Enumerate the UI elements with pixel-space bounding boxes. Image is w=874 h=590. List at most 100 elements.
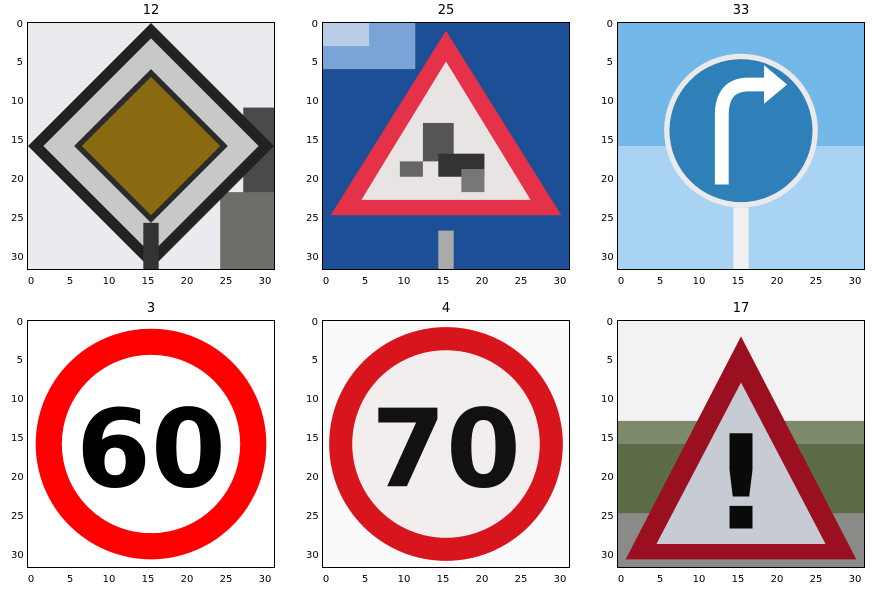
panel-title: 17 xyxy=(732,301,750,316)
panel-title: 25 xyxy=(437,3,455,18)
image-axes: 70 xyxy=(322,320,570,568)
y-tick: 15 xyxy=(306,433,319,444)
panel-12: 12 0 5 10 15 20 25 30 0 5 10 15 20 25 30 xyxy=(11,3,275,287)
sign-text: 70 xyxy=(371,387,521,512)
y-tick: 25 xyxy=(306,511,319,522)
y-tick: 10 xyxy=(306,394,319,405)
general-caution-sign-image: ! xyxy=(618,321,864,567)
x-tick: 5 xyxy=(66,276,74,287)
y-tick: 20 xyxy=(306,174,319,185)
y-tick: 15 xyxy=(601,135,614,146)
y-tick: 25 xyxy=(11,511,24,522)
y-tick: 10 xyxy=(11,96,24,107)
image-axes: ! xyxy=(617,320,865,568)
sign-text: ! xyxy=(711,408,771,560)
x-tick: 0 xyxy=(617,276,625,287)
x-tick: 20 xyxy=(180,276,194,287)
y-tick: 25 xyxy=(601,511,614,522)
y-tick: 5 xyxy=(311,57,318,68)
panel-title: 3 xyxy=(146,301,156,316)
x-tick: 0 xyxy=(27,574,35,585)
x-tick: 0 xyxy=(27,276,35,287)
x-tick: 5 xyxy=(361,574,369,585)
y-tick: 15 xyxy=(306,135,319,146)
y-tick: 30 xyxy=(601,550,614,561)
y-tick: 5 xyxy=(311,355,318,366)
x-tick: 15 xyxy=(436,574,450,585)
x-tick: 0 xyxy=(322,276,330,287)
x-tick: 30 xyxy=(258,574,272,585)
y-tick: 20 xyxy=(11,472,24,483)
turn-right-ahead-sign-image xyxy=(618,23,864,269)
y-tick: 20 xyxy=(601,472,614,483)
panel-33: 33 0 5 10 15 20 25 30 0 5 10 15 20 25 30 xyxy=(601,3,865,287)
image-axes xyxy=(27,22,275,270)
y-tick: 15 xyxy=(11,433,24,444)
panel-25: 25 0 5 10 15 20 25 30 0 5 10 15 20 25 30 xyxy=(306,3,570,287)
x-tick: 25 xyxy=(219,574,233,585)
panel-title: 33 xyxy=(732,3,750,18)
speed-limit-60-sign-image: 60 xyxy=(28,321,274,567)
x-tick: 15 xyxy=(731,276,745,287)
x-tick: 30 xyxy=(848,574,862,585)
y-tick: 0 xyxy=(606,19,613,30)
y-tick: 30 xyxy=(11,550,24,561)
y-tick: 15 xyxy=(601,433,614,444)
x-tick: 0 xyxy=(617,574,625,585)
y-tick: 5 xyxy=(606,355,613,366)
panel-4: 4 70 0 5 10 15 20 25 30 0 5 10 15 20 25 … xyxy=(306,301,570,585)
y-tick: 30 xyxy=(306,550,319,561)
x-tick: 30 xyxy=(553,574,567,585)
y-tick: 10 xyxy=(601,394,614,405)
x-tick: 15 xyxy=(731,574,745,585)
x-tick: 15 xyxy=(436,276,450,287)
y-tick: 0 xyxy=(16,317,23,328)
panel-3: 3 60 0 5 10 15 20 25 30 0 5 10 15 20 25 … xyxy=(11,301,275,585)
x-tick: 5 xyxy=(361,276,369,287)
x-tick: 10 xyxy=(692,574,706,585)
y-tick: 25 xyxy=(306,213,319,224)
x-tick: 20 xyxy=(770,574,784,585)
x-tick: 20 xyxy=(770,276,784,287)
y-tick: 30 xyxy=(306,252,319,263)
y-tick: 5 xyxy=(16,355,23,366)
y-tick: 25 xyxy=(601,213,614,224)
y-tick: 5 xyxy=(16,57,23,68)
x-tick: 20 xyxy=(180,574,194,585)
y-tick: 0 xyxy=(311,19,318,30)
x-tick: 30 xyxy=(848,276,862,287)
y-tick: 20 xyxy=(601,174,614,185)
panel-title: 4 xyxy=(441,301,451,316)
y-tick: 0 xyxy=(311,317,318,328)
y-tick: 5 xyxy=(606,57,613,68)
sign-text: 60 xyxy=(76,387,226,512)
image-axes xyxy=(617,22,865,270)
x-tick: 25 xyxy=(514,276,528,287)
x-tick: 25 xyxy=(809,276,823,287)
x-tick: 0 xyxy=(322,574,330,585)
image-axes: 60 xyxy=(27,320,275,568)
x-tick: 15 xyxy=(141,574,155,585)
y-tick: 30 xyxy=(11,252,24,263)
x-tick: 25 xyxy=(219,276,233,287)
x-tick: 5 xyxy=(66,574,74,585)
y-tick: 10 xyxy=(306,96,319,107)
x-tick: 25 xyxy=(809,574,823,585)
y-tick: 10 xyxy=(11,394,24,405)
y-tick: 10 xyxy=(601,96,614,107)
y-tick: 15 xyxy=(11,135,24,146)
y-tick: 0 xyxy=(606,317,613,328)
x-tick: 5 xyxy=(656,574,664,585)
y-tick: 20 xyxy=(306,472,319,483)
y-tick: 30 xyxy=(601,252,614,263)
x-tick: 10 xyxy=(397,574,411,585)
panel-17: 17 ! 0 5 10 15 20 25 30 0 5 10 15 20 25 … xyxy=(601,301,865,585)
x-tick: 30 xyxy=(553,276,567,287)
x-tick: 25 xyxy=(514,574,528,585)
x-tick: 20 xyxy=(475,276,489,287)
x-tick: 30 xyxy=(258,276,272,287)
priority-road-sign-image xyxy=(28,23,274,269)
y-tick: 25 xyxy=(11,213,24,224)
x-tick: 5 xyxy=(656,276,664,287)
x-tick: 15 xyxy=(141,276,155,287)
